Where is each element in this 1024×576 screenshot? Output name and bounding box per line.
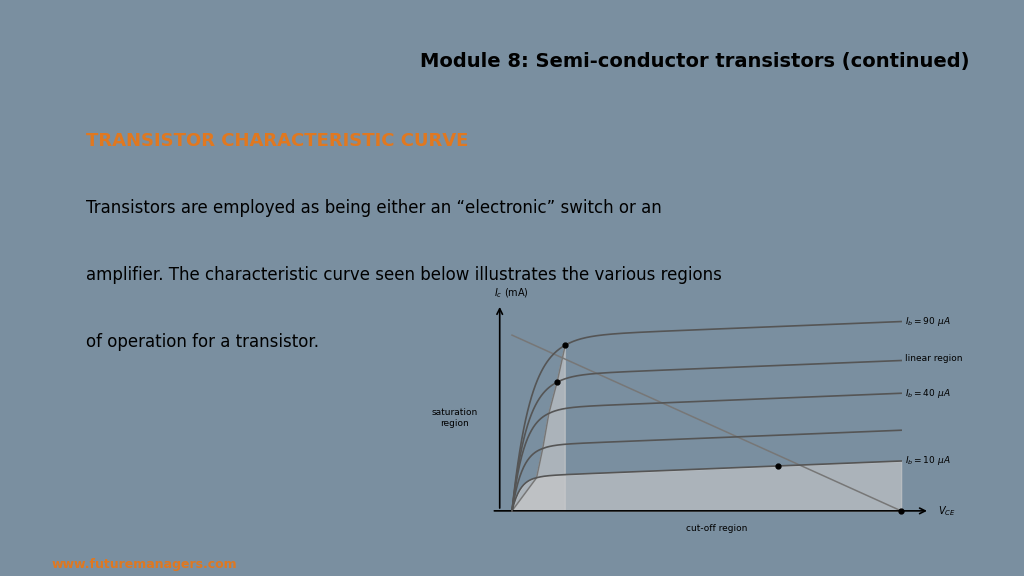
Text: amplifier. The characteristic curve seen below illustrates the various regions: amplifier. The characteristic curve seen…: [86, 266, 722, 284]
Polygon shape: [512, 345, 565, 511]
Text: $V_{CE}$: $V_{CE}$: [938, 504, 955, 518]
Text: $I_b = 90\ \mu A$: $I_b = 90\ \mu A$: [905, 315, 951, 328]
Text: Transistors are employed as being either an “electronic” switch or an: Transistors are employed as being either…: [86, 199, 662, 217]
Text: Module 8: Semi-conductor transistors (continued): Module 8: Semi-conductor transistors (co…: [421, 52, 970, 71]
Text: TRANSISTOR CHARACTERISTIC CURVE: TRANSISTOR CHARACTERISTIC CURVE: [86, 132, 469, 150]
Text: of operation for a transistor.: of operation for a transistor.: [86, 333, 319, 351]
Text: $I_b = 10\ \mu A$: $I_b = 10\ \mu A$: [905, 454, 951, 468]
Text: cut-off region: cut-off region: [686, 524, 748, 533]
Text: saturation
region: saturation region: [431, 408, 478, 427]
Text: www.futuremanagers.com: www.futuremanagers.com: [51, 558, 237, 571]
Text: $I_b = 40\ \mu A$: $I_b = 40\ \mu A$: [905, 386, 951, 400]
Text: $I_c$ (mA): $I_c$ (mA): [494, 286, 528, 300]
Text: linear region: linear region: [905, 354, 963, 363]
